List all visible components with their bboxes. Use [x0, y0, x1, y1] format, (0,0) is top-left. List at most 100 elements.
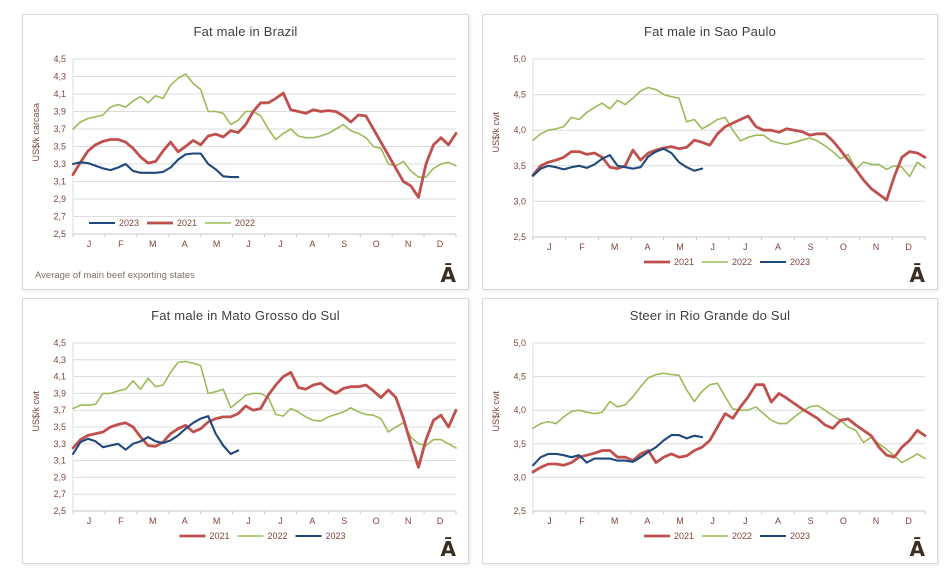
y-tick-label: 4,5 — [53, 54, 66, 64]
chart-svg: 2,5 3,0 3,5 4,0 4,5 5,0 J F M A M J J A S O N D 2021 2022 20… — [513, 338, 927, 541]
x-tick-label: J — [743, 516, 748, 526]
y-tick-label: 3,0 — [513, 472, 526, 482]
chart-panel-brazil: Fat male in Brazil US$/k carcasa 2,5 2,7 2… — [22, 14, 469, 290]
x-tick-label: A — [775, 242, 781, 252]
x-tick-label: J — [710, 242, 715, 252]
x-tick-label: S — [808, 516, 814, 526]
y-tick-label: 5,0 — [513, 338, 526, 348]
legend-label-2023: 2023 — [790, 257, 810, 267]
x-tick-label: D — [905, 516, 912, 526]
x-tick-label: M — [149, 516, 157, 526]
legend-label-2022: 2022 — [235, 218, 255, 228]
chart-title: Fat male in Mato Grosso do Sul — [151, 308, 340, 323]
y-tick-label: 4,3 — [53, 72, 66, 82]
y-tick-label: 4,5 — [513, 90, 526, 100]
chart-grid: Fat male in Brazil US$/k carcasa 2,5 2,7 2… — [22, 14, 938, 564]
legend-label-2021: 2021 — [210, 531, 230, 541]
x-tick-label: N — [873, 242, 880, 252]
x-tick-label: S — [341, 239, 347, 249]
x-tick-label: J — [547, 242, 552, 252]
series-line-2022 — [72, 73, 457, 178]
y-tick-label: 2,9 — [53, 194, 66, 204]
chart-panel-mato-grosso-do-sul: Fat male in Mato Grosso do Sul US$/k cwt… — [22, 298, 469, 564]
chart-plot-area: 2,5 2,7 2,9 3,1 3,3 3,5 3,7 3,9 4,1 4,3 4,5 J F M A M J J… — [23, 41, 468, 289]
legend-label-2022: 2022 — [268, 531, 288, 541]
y-tick-label: 3,1 — [53, 177, 66, 187]
x-tick-label: F — [118, 239, 124, 249]
y-tick-label: 2,5 — [513, 232, 526, 242]
x-tick-label: N — [405, 239, 412, 249]
x-tick-label: A — [182, 239, 188, 249]
y-tick-label: 3,1 — [53, 456, 66, 466]
x-tick-label: J — [278, 516, 283, 526]
x-tick-label: J — [743, 242, 748, 252]
y-tick-label: 4,0 — [513, 405, 526, 415]
series-line-2023 — [531, 434, 704, 467]
chart-svg: 2,5 2,7 2,9 3,1 3,3 3,5 3,7 3,9 4,1 4,3 4,5 J F M A M J J… — [53, 54, 458, 249]
y-tick-label: 2,5 — [513, 506, 526, 516]
legend-label-2022: 2022 — [732, 531, 752, 541]
brand-logo-icon: Ā — [909, 263, 925, 287]
chart-panel-sao-paulo: Fat male in Sao Paulo US$/k cwt 2,5 3,0 3,… — [482, 14, 938, 290]
x-tick-label: A — [644, 516, 650, 526]
y-tick-label: 3,0 — [513, 196, 526, 206]
y-tick-label: 4,5 — [53, 338, 66, 348]
y-tick-label: 3,5 — [513, 439, 526, 449]
x-tick-label: J — [246, 239, 251, 249]
brand-logo-icon: Ā — [440, 263, 456, 287]
legend-label-2021: 2021 — [674, 257, 694, 267]
chart-plot-area: 2,5 3,0 3,5 4,0 4,5 5,0 J F M A M J J A S O N D 2021 2022 20… — [483, 41, 937, 289]
x-tick-label: A — [182, 516, 188, 526]
series-line-2021 — [71, 371, 458, 469]
x-tick-label: D — [437, 516, 444, 526]
chart-title: Fat male in Sao Paulo — [643, 24, 777, 39]
y-tick-label: 2,5 — [53, 506, 66, 516]
y-tick-label: 2,7 — [53, 212, 66, 222]
chart-plot-area: 2,5 2,7 2,9 3,1 3,3 3,5 3,7 3,9 4,1 4,3 4,5 J F M A M J J… — [23, 325, 468, 563]
series-line-2021 — [531, 114, 927, 202]
chart-title: Fat male in Brazil — [193, 24, 298, 39]
x-tick-label: O — [373, 239, 380, 249]
y-tick-label: 4,5 — [513, 372, 526, 382]
x-tick-label: J — [246, 516, 251, 526]
x-tick-label: M — [611, 242, 619, 252]
x-tick-label: M — [676, 242, 684, 252]
x-tick-label: O — [840, 516, 847, 526]
x-tick-label: M — [213, 239, 221, 249]
x-tick-label: J — [710, 516, 715, 526]
y-tick-label: 3,9 — [53, 388, 66, 398]
x-tick-label: D — [437, 239, 444, 249]
y-tick-label: 4,0 — [513, 125, 526, 135]
series-line-2021 — [71, 91, 458, 199]
x-tick-label: F — [579, 242, 585, 252]
x-tick-label: M — [149, 239, 157, 249]
y-tick-label: 2,9 — [53, 472, 66, 482]
brand-logo-icon: Ā — [909, 537, 925, 561]
x-tick-label: F — [579, 516, 585, 526]
y-tick-label: 3,7 — [53, 124, 66, 134]
y-tick-label: 4,3 — [53, 355, 66, 365]
x-tick-label: J — [87, 239, 92, 249]
series-line-2023 — [71, 415, 240, 455]
x-tick-label: J — [547, 516, 552, 526]
series-line-2022 — [532, 86, 926, 178]
series-line-2023 — [71, 152, 240, 179]
legend-label-2021: 2021 — [177, 218, 197, 228]
x-tick-label: N — [873, 516, 880, 526]
legend-label-2022: 2022 — [732, 257, 752, 267]
y-tick-label: 3,3 — [53, 159, 66, 169]
y-tick-label: 3,7 — [53, 405, 66, 415]
x-tick-label: A — [309, 239, 315, 249]
x-tick-label: A — [309, 516, 315, 526]
x-tick-label: M — [611, 516, 619, 526]
x-tick-label: J — [278, 239, 283, 249]
series-line-2021 — [531, 383, 927, 474]
x-tick-label: A — [644, 242, 650, 252]
x-tick-label: S — [341, 516, 347, 526]
chart-panel-rio-grande-do-sul: Steer in Rio Grande do Sul US$/k cwt 2,5… — [482, 298, 938, 564]
x-tick-label: D — [905, 242, 912, 252]
y-tick-label: 3,3 — [53, 439, 66, 449]
y-tick-label: 3,5 — [513, 161, 526, 171]
chart-svg: 2,5 2,7 2,9 3,1 3,3 3,5 3,7 3,9 4,1 4,3 4,5 J F M A M J J… — [53, 338, 458, 541]
